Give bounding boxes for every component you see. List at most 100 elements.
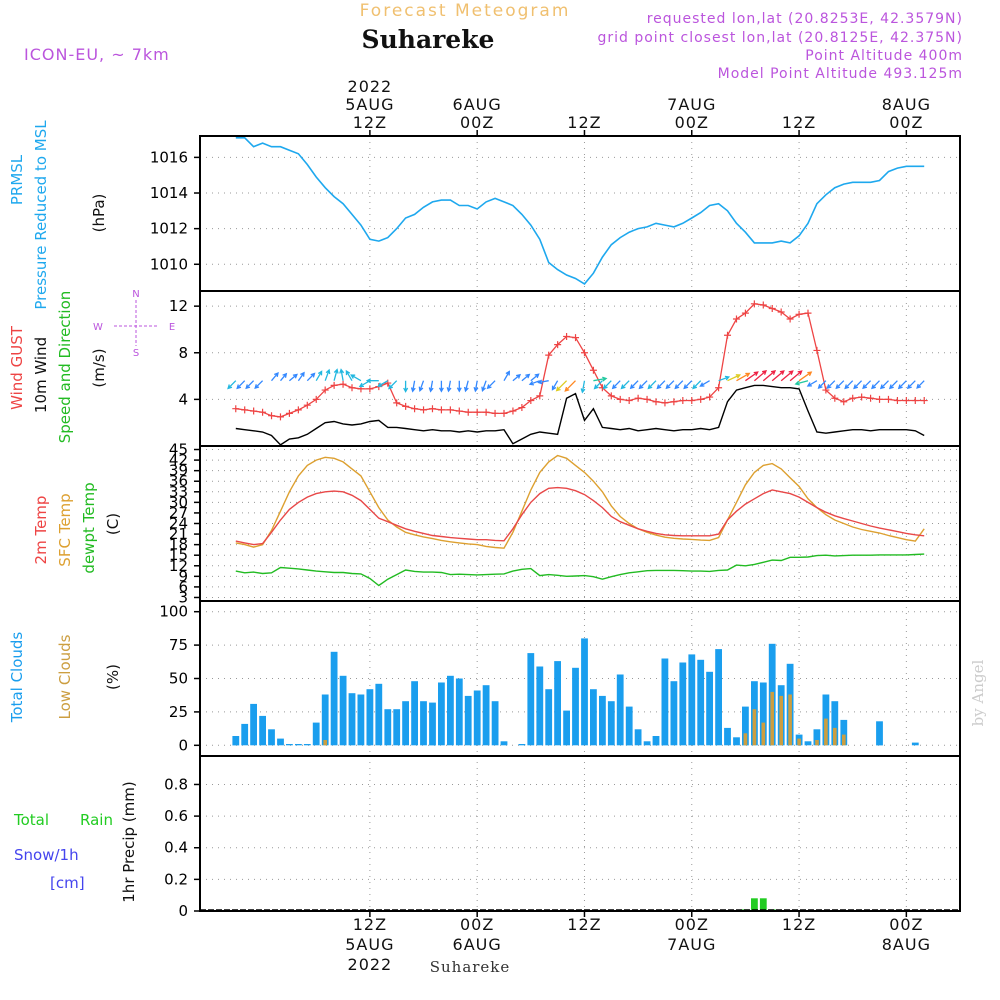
wind-arrow (611, 380, 621, 390)
gust-marker (572, 334, 580, 342)
gust-marker (661, 399, 669, 407)
cloud-tick-label: 25 (169, 703, 188, 721)
cloud-tick-label: 75 (169, 636, 188, 654)
low-cloud-bar (788, 694, 792, 746)
total-cloud-bar (590, 689, 597, 746)
gust-marker (777, 308, 785, 316)
gust-marker (500, 409, 508, 417)
wind-arrow (537, 379, 549, 385)
gust-marker (402, 402, 410, 410)
tsfc-label: SFC Temp (56, 493, 74, 566)
wind-arrow (530, 373, 540, 382)
low-cloud-bar (824, 718, 828, 746)
gust-marker (536, 392, 544, 400)
precip-total-label: Total (13, 811, 49, 829)
precip-tick-label: 0.2 (164, 870, 188, 888)
gust-marker (268, 412, 276, 420)
temp-tick-label: 42 (169, 451, 188, 469)
gust-marker (804, 309, 812, 317)
total-cloud-bar (402, 701, 409, 746)
total-cloud-bar (268, 729, 275, 746)
total-cloud-bar (652, 736, 660, 746)
temp-tick-label: 45 (169, 441, 188, 459)
gust-marker (455, 407, 463, 415)
time-label: 12Z (353, 113, 387, 132)
low-cloud-bar (833, 727, 837, 746)
wind-arrow (333, 368, 339, 381)
temp-tick-label: 18 (169, 536, 188, 554)
cloud-unit: (%) (104, 664, 122, 690)
total-cloud-bar (339, 675, 347, 746)
total-cloud-bar (491, 701, 499, 746)
time-label: 2022 (348, 955, 393, 974)
total-cloud-bar (679, 662, 687, 746)
total-cloud-bar (715, 649, 722, 746)
dewpt-line (235, 553, 925, 587)
wind-arrow (271, 371, 279, 382)
gust-marker (616, 395, 624, 403)
y-tick-labels: 1016101410121010128445423936333027242118… (150, 148, 200, 920)
point-altitude: Point Altitude 400m (805, 48, 963, 64)
gust-marker (446, 406, 454, 414)
total-cloud-bar (697, 659, 705, 746)
gust-marker (893, 397, 901, 405)
precip-unit: 1hr Precip (mm) (120, 781, 138, 902)
wind-unit: (m/s) (90, 348, 108, 387)
footer-location: Suhareke (430, 958, 511, 976)
gust-marker (724, 331, 732, 339)
cloud-tick-label: 100 (159, 603, 188, 621)
pressure-tick-label: 1016 (150, 148, 188, 166)
total-cloud-bar (634, 729, 642, 746)
total-cloud-bar (438, 682, 445, 746)
gust-marker (294, 406, 302, 414)
wind-arrow (410, 380, 416, 393)
wind-arrow (521, 373, 531, 382)
data-layer (200, 137, 960, 911)
model-label: ICON-EU, ~ 7km (24, 45, 170, 64)
compass-rose: N S E W (93, 289, 175, 359)
wind-gust-label: Wind GUST (8, 325, 26, 410)
precip-bar (751, 898, 758, 911)
compass-w: W (93, 322, 103, 333)
total-cloud-bar (518, 744, 526, 746)
gust-marker (348, 384, 356, 392)
wind-arrow (528, 380, 541, 386)
gust-marker (303, 401, 311, 409)
total-cloud-bar (303, 744, 311, 746)
wind-arrow (446, 380, 452, 393)
gust-marker (625, 397, 633, 405)
gust-marker (250, 407, 258, 415)
gust-marker (285, 409, 293, 417)
gust-marker (482, 408, 490, 416)
gust-marker (750, 300, 758, 308)
gust-marker (545, 351, 553, 359)
wind-arrow (780, 370, 794, 382)
total-cloud-bar (232, 736, 240, 746)
total-cloud-bar (911, 742, 919, 746)
wind-arrow (879, 380, 889, 390)
gust-marker (858, 393, 866, 401)
low-cloud-bar (752, 709, 757, 746)
temp-tick-label: 27 (169, 504, 188, 522)
time-label: 00Z (460, 113, 494, 132)
gust-marker (867, 394, 875, 402)
gust-marker (670, 398, 678, 406)
total-cloud-bar (706, 671, 713, 746)
wind-arrow (403, 380, 409, 393)
wind-arrow (486, 380, 496, 390)
requested-coords: requested lon,lat (20.8253E, 42.3579N) (647, 11, 963, 27)
pressure-panel-frame (199, 135, 961, 292)
wind-arrow (871, 380, 880, 390)
temp-tick-label: 33 (169, 483, 188, 501)
total-cloud-bar (429, 702, 436, 746)
gust-marker (652, 398, 660, 406)
low-cloud-bar (815, 740, 819, 746)
gust-marker (607, 392, 615, 400)
wind-arrow (906, 380, 916, 390)
watermark: by Angel (969, 659, 987, 726)
precip-cm-label: [cm] (50, 874, 85, 892)
prmsl-label: PRMSL (8, 154, 26, 205)
gust-marker (688, 397, 696, 405)
time-label: 5AUG (345, 935, 394, 954)
wind-arrow (692, 380, 702, 390)
